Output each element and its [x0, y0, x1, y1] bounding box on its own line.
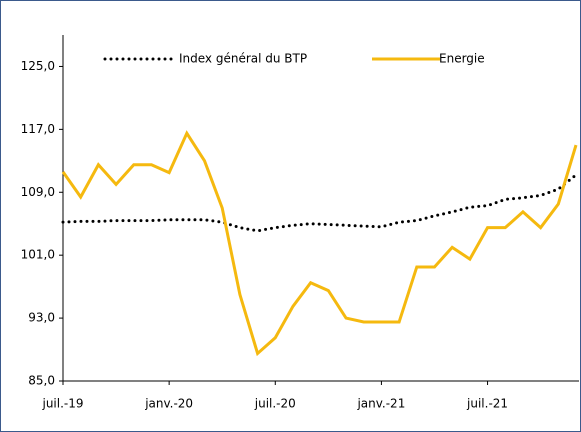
- x-tick-label: juil.-19: [41, 397, 83, 411]
- y-tick-label: 101,0: [21, 248, 55, 262]
- y-tick-label: 109,0: [21, 185, 55, 199]
- series-line: [61, 130, 578, 357]
- x-tick-label: juil.-20: [254, 397, 296, 411]
- y-tick-label: 85,0: [28, 374, 55, 388]
- y-tick-label: 93,0: [28, 311, 55, 325]
- x-tick-label: janv.-21: [356, 397, 405, 411]
- y-tick-label: 117,0: [21, 122, 55, 136]
- y-tick-label: 125,0: [21, 59, 55, 73]
- legend-label: Energie: [439, 52, 485, 66]
- x-tick-label: janv.-20: [144, 397, 193, 411]
- series-line: [61, 173, 578, 233]
- legend-label: Index général du BTP: [179, 52, 307, 66]
- x-tick-label: juil.-21: [466, 397, 508, 411]
